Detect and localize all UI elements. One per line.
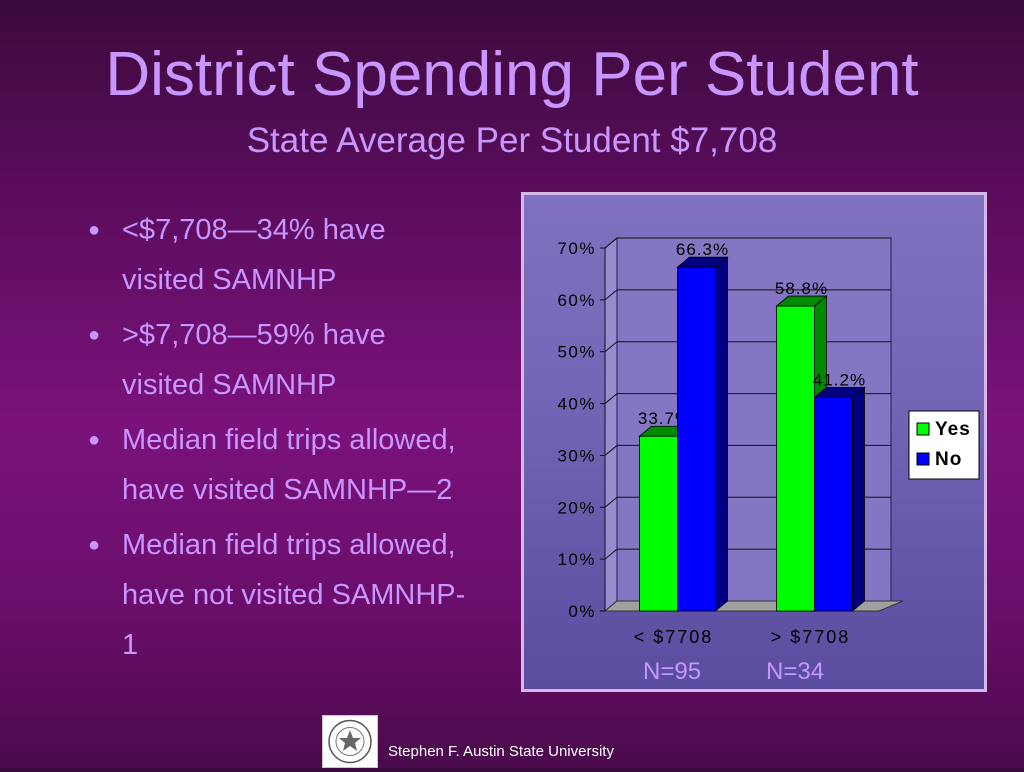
- y-tick-label: 10%: [557, 550, 596, 569]
- university-logo: [322, 715, 378, 768]
- slide-subtitle: State Average Per Student $7,708: [246, 121, 778, 160]
- plot-side-wall: [604, 236, 618, 613]
- legend-box: [908, 410, 980, 480]
- bar-side-no: [715, 256, 728, 612]
- bullet-text: Median field trips allowed, have visited…: [122, 424, 456, 506]
- bar-yes: [776, 305, 815, 612]
- bullet-dot-icon: ●: [88, 219, 101, 241]
- legend-swatch-no: [916, 452, 930, 466]
- bar-chart: 0% 10% 20% 30% 40% 50% 60% 70% 33.7% 66.3% < $7708…: [557, 236, 980, 647]
- legend-label-no: No: [935, 449, 962, 470]
- y-tick-label: 60%: [557, 291, 596, 310]
- x-tick-label: > $7708: [771, 627, 851, 647]
- bullet-dot-icon: ●: [88, 324, 101, 346]
- bar-no: [677, 266, 716, 612]
- sfa-university-seal-icon: [328, 719, 372, 764]
- legend-label-yes: Yes: [935, 419, 971, 440]
- data-label: 41.2%: [813, 370, 866, 389]
- chart-panel: 0% 10% 20% 30% 40% 50% 60% 70% 33.7% 66.3% < $7708…: [521, 192, 987, 692]
- category-note-low: N=95: [643, 658, 702, 685]
- bullet-item: ● Median field trips allowed, have visite…: [88, 415, 468, 515]
- bullet-text: >$7,708—59% have visited SAMNHP: [122, 319, 386, 401]
- bullet-list: ● <$7,708—34% have visited SAMNHP ● >$7,70…: [88, 205, 468, 675]
- bar-yes: [639, 435, 678, 612]
- footer-text: Stephen F. Austin State University: [388, 743, 614, 760]
- legend-swatch-yes: [916, 422, 930, 436]
- slide-title: District Spending Per Student: [105, 40, 919, 109]
- y-tick-label: 0%: [568, 602, 596, 621]
- y-tick-label: 50%: [557, 343, 596, 362]
- x-tick-label: < $7708: [634, 627, 714, 647]
- data-label: 58.8%: [775, 279, 828, 298]
- bullet-item: ● Median field trips allowed, have not vi…: [88, 520, 468, 670]
- y-tick-label: 70%: [557, 239, 596, 258]
- bullet-item: ● >$7,708—59% have visited SAMNHP: [88, 310, 468, 410]
- data-label: 66.3%: [676, 240, 729, 259]
- bullet-text: Median field trips allowed, have not vis…: [122, 529, 466, 661]
- y-tick-label: 20%: [557, 498, 596, 517]
- gridline: [604, 237, 891, 249]
- bar-no: [814, 396, 853, 612]
- y-tick-label: 30%: [557, 446, 596, 465]
- y-tick-label: 40%: [557, 395, 596, 414]
- bullet-dot-icon: ●: [88, 429, 101, 451]
- bullet-item: ● <$7,708—34% have visited SAMNHP: [88, 205, 468, 305]
- gridline: [604, 289, 891, 301]
- data-label: 33.7%: [638, 409, 691, 428]
- bar-side-no: [852, 386, 865, 612]
- bullet-dot-icon: ●: [88, 534, 101, 556]
- bullet-text: <$7,708—34% have visited SAMNHP: [122, 214, 386, 296]
- category-note-high: N=34: [766, 658, 825, 685]
